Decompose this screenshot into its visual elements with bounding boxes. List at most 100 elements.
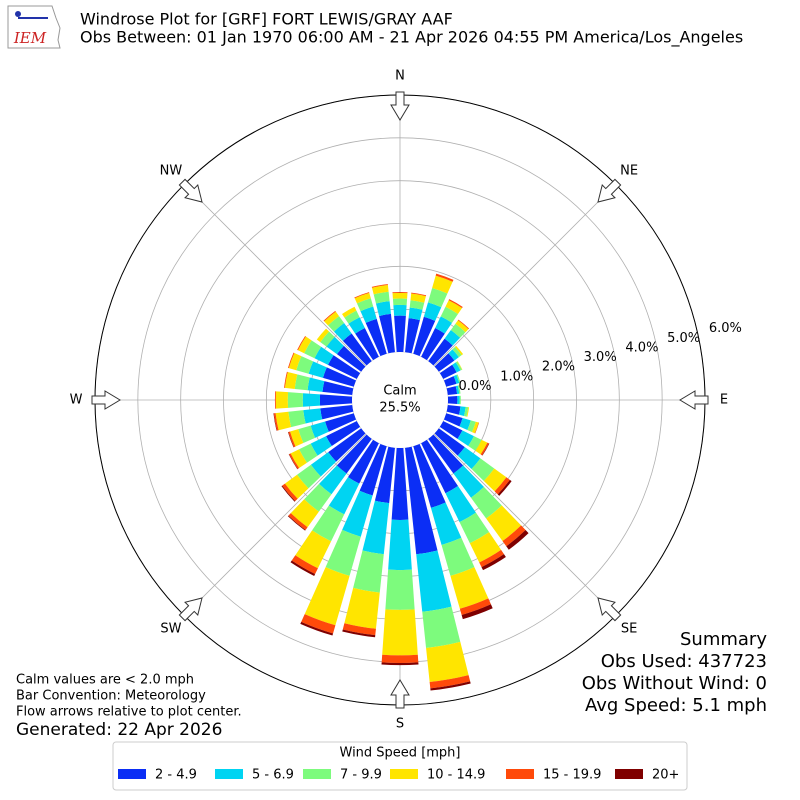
compass-label: S [396, 717, 404, 732]
bar-segment [428, 434, 464, 474]
bar-segment [314, 346, 334, 365]
note: Flow arrows relative to plot center. [16, 705, 242, 720]
flow-arrow-shape [390, 679, 410, 709]
chart-title: Windrose Plot for [GRF] FORT LEWIS/GRAY … [80, 10, 453, 29]
generated: Generated: 22 Apr 2026 [16, 720, 222, 740]
bar-segment [288, 513, 308, 530]
bar-segment [371, 284, 388, 288]
legend-swatch [615, 769, 643, 779]
calm-circle [352, 352, 448, 448]
legend-label: 7 - 9.9 [340, 768, 382, 783]
bar-segment [295, 530, 332, 569]
bar-segment [342, 490, 373, 537]
bar-segment [296, 356, 314, 374]
radial-tick-label: 2.0% [542, 360, 575, 375]
bar-segment [483, 468, 507, 492]
bar-segment [443, 413, 463, 427]
bar-segment [480, 442, 489, 456]
flow-arrow-shape [91, 390, 121, 410]
bar-segment [328, 428, 366, 462]
bar-segment [287, 515, 306, 531]
bar-segment [392, 298, 408, 306]
polar-plot: 0.0% 1.0% 2.0% 3.0% 4.0% 5.0% 6.0% N NE E SE S SW W NW [70, 69, 742, 732]
bar-segment [459, 395, 461, 405]
bar-segment [275, 411, 292, 431]
bar-segment [287, 432, 294, 448]
bar-segment [450, 567, 489, 609]
bar-segment [428, 338, 453, 366]
bar-segment [472, 421, 479, 434]
bar-segment [435, 273, 454, 282]
bar-segment [411, 292, 427, 297]
bar-segment [381, 654, 419, 664]
bar-segment [319, 465, 347, 495]
bar-segment [429, 675, 471, 689]
bar-segment [435, 316, 452, 334]
bar-segment [322, 367, 357, 387]
bar-segment [290, 449, 307, 469]
bar-segment [430, 681, 471, 691]
bar-segment [320, 331, 335, 347]
flow-arrow [178, 597, 203, 622]
bar-segment [365, 318, 387, 357]
bar-segment [453, 374, 460, 384]
bar-segment [444, 329, 461, 346]
legend-label: 5 - 6.9 [252, 768, 294, 783]
bar-segment [441, 537, 475, 576]
bar-segment [299, 443, 318, 463]
bar-segment [430, 502, 462, 545]
bar-segment [405, 318, 420, 354]
bar-segment [304, 483, 332, 512]
bar-segment [360, 306, 377, 323]
bar-segment [287, 352, 295, 369]
bar-segment [388, 519, 412, 571]
bar-segment [319, 394, 353, 406]
compass-label: SE [621, 622, 637, 637]
note: Calm values are < 2.0 mph [16, 673, 194, 688]
bar-segment [359, 443, 387, 496]
bar-segment [448, 349, 459, 361]
legend-label: 15 - 19.9 [543, 768, 601, 783]
bar-segment [421, 327, 445, 361]
bar-segment [342, 333, 372, 366]
bar-segment [427, 287, 448, 308]
bar-segment [457, 361, 463, 370]
legend-swatch [215, 769, 243, 779]
flow-arrow [597, 178, 622, 203]
bar-segment [307, 377, 325, 392]
bar-segment [342, 623, 376, 636]
bar-segment [448, 299, 463, 309]
bar-segment [373, 291, 390, 304]
bar-segment [381, 662, 419, 666]
bar-segment [287, 392, 303, 408]
bar-segment [342, 306, 357, 318]
bar-segment [475, 439, 488, 455]
bar-segment [385, 569, 415, 610]
bar-segment [382, 609, 418, 656]
bar-segment [304, 340, 322, 359]
legend-label: 20+ [652, 768, 679, 783]
bar-segment [355, 327, 379, 361]
bar-segment [274, 391, 277, 409]
grid-spoke [433, 184, 616, 367]
bar-segment [405, 446, 438, 555]
bar-segment [464, 406, 469, 417]
bar-segment [459, 406, 466, 416]
bar-segment [379, 313, 395, 354]
bar-segment [281, 485, 296, 502]
bar-segment [455, 361, 463, 371]
grid-spoke [184, 433, 367, 616]
logo-text: IEM [13, 29, 47, 47]
bar-segment [291, 555, 318, 575]
bar-segment [323, 310, 336, 322]
summary-line: Obs Used: 437723 [601, 651, 767, 672]
bar-segment [333, 323, 352, 341]
bar-segment [455, 385, 460, 394]
bar-segment [497, 479, 512, 496]
legend-swatch [118, 769, 146, 779]
flow-arrow [91, 390, 121, 410]
flow-arrow-shape [178, 178, 203, 203]
bar-segment [310, 436, 332, 456]
bar-segment [393, 304, 407, 316]
bar-segment [304, 567, 350, 626]
